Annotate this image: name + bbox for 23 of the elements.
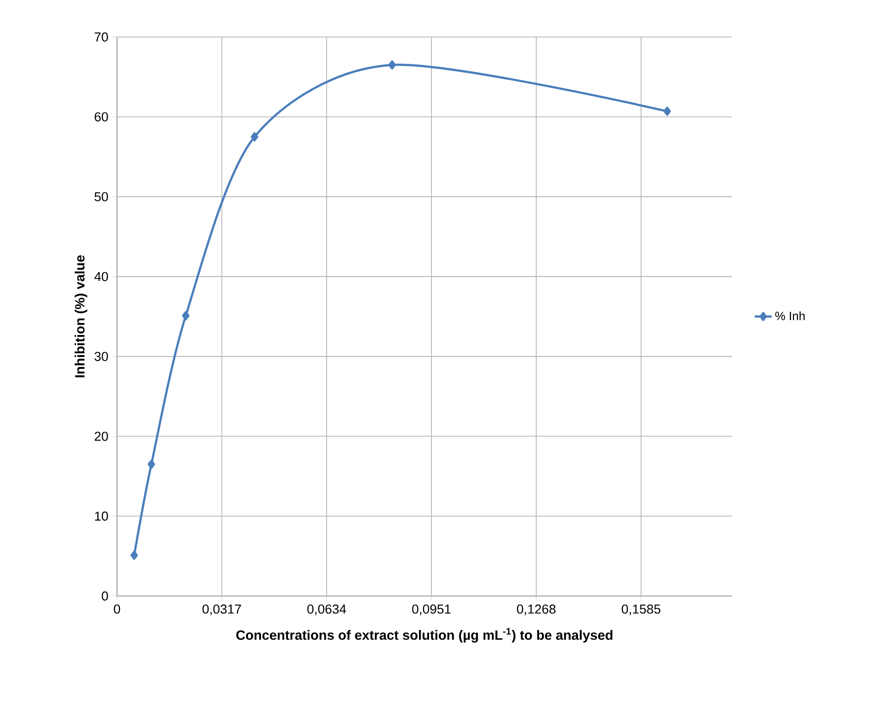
point — [663, 106, 671, 116]
y-tick-label: 60 — [94, 112, 108, 122]
legend-label: % Inh — [775, 311, 805, 320]
y-axis-title: Inhibition (%) value — [74, 255, 88, 378]
x-tick-label: 0 — [114, 604, 120, 614]
point — [182, 311, 190, 320]
y-tick-label: 50 — [94, 192, 108, 202]
y-tick-label: 20 — [94, 432, 108, 441]
y-tick-label: 40 — [94, 272, 108, 282]
y-tick-label: 70 — [94, 32, 108, 42]
point — [388, 60, 396, 70]
x-tick-label: 0,0317 — [202, 604, 241, 616]
x-axis-title: Concentrations of extract solution (µg mL$^{-1}$) to be analysed — [236, 628, 612, 643]
x-tick-label: 0,0951 — [412, 604, 451, 616]
y-tick-label: 30 — [94, 352, 108, 362]
x-tick-label: 0,1268 — [516, 604, 556, 616]
point — [250, 132, 258, 142]
x-tick-label: 0,0634 — [307, 604, 346, 616]
x-tick-label: 0,1585 — [622, 604, 660, 616]
point — [130, 550, 138, 560]
point — [148, 460, 156, 469]
y-tick-label: 0 — [102, 591, 108, 601]
y-tick-label: 10 — [95, 512, 108, 521]
